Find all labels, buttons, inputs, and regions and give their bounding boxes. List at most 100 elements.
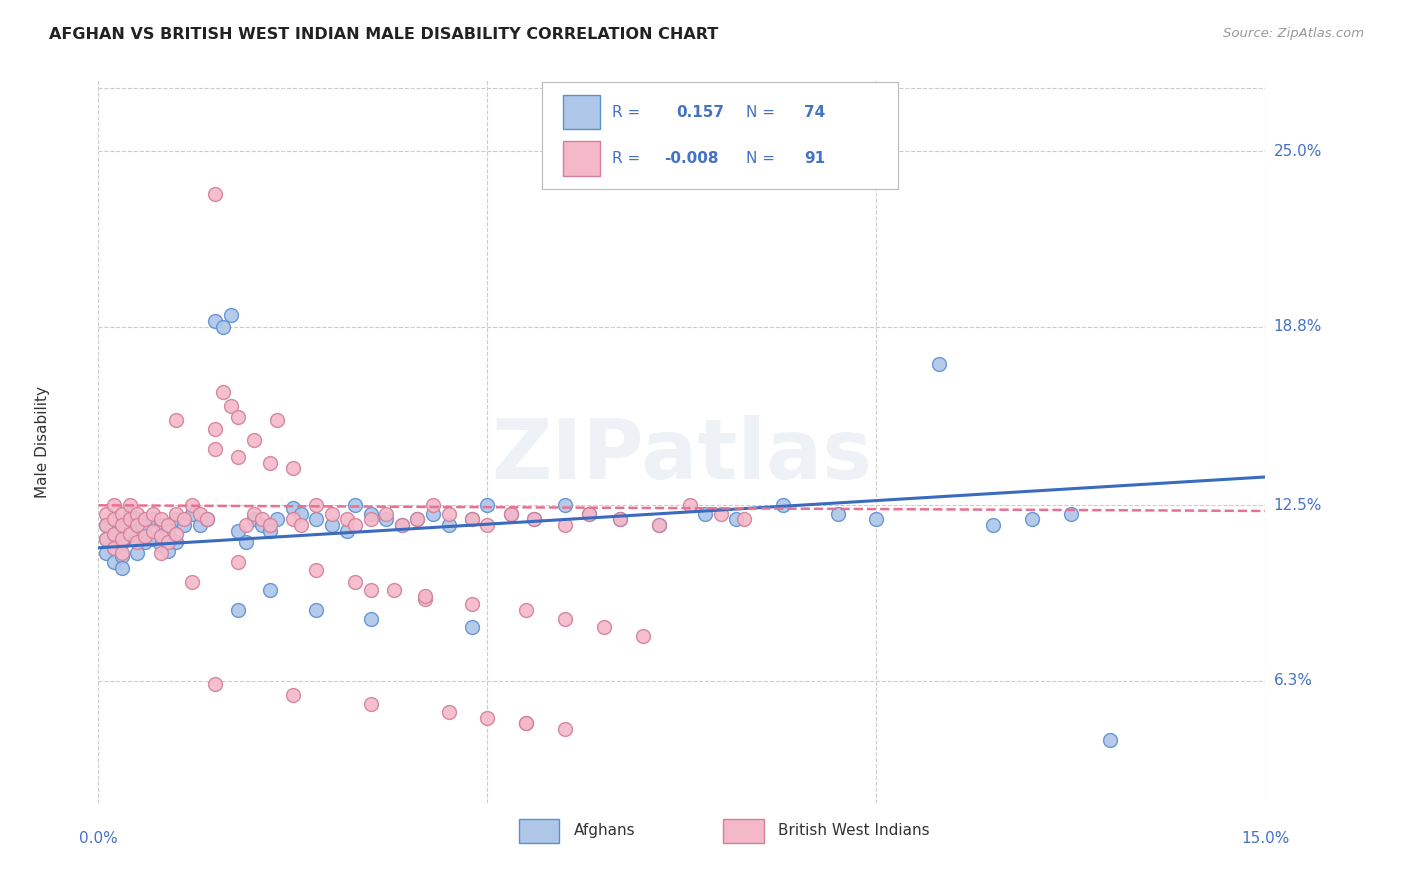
- Point: [157, 524, 180, 538]
- Point: [111, 518, 134, 533]
- Point: [321, 518, 343, 533]
- Point: [375, 507, 398, 521]
- Point: [593, 620, 616, 634]
- Point: [827, 507, 849, 521]
- Point: [259, 456, 281, 470]
- Point: [103, 555, 125, 569]
- Point: [523, 512, 546, 526]
- Point: [134, 535, 156, 549]
- Point: [157, 543, 180, 558]
- Point: [219, 399, 242, 413]
- Point: [96, 518, 118, 533]
- Text: 0.157: 0.157: [676, 104, 724, 120]
- Point: [981, 518, 1004, 533]
- Point: [266, 413, 288, 427]
- Text: Source: ZipAtlas.com: Source: ZipAtlas.com: [1223, 27, 1364, 40]
- Point: [290, 518, 312, 533]
- Text: ZIPatlas: ZIPatlas: [492, 416, 872, 497]
- Text: 0.0%: 0.0%: [79, 830, 118, 846]
- Point: [149, 518, 172, 533]
- Point: [111, 546, 134, 560]
- Text: R =: R =: [612, 151, 645, 166]
- Text: British West Indians: British West Indians: [778, 823, 929, 838]
- Point: [554, 722, 576, 736]
- Point: [118, 498, 141, 512]
- Text: Male Disability: Male Disability: [35, 385, 49, 498]
- Point: [180, 498, 202, 512]
- Text: 74: 74: [804, 104, 825, 120]
- Point: [422, 498, 444, 512]
- Point: [515, 716, 537, 731]
- Point: [554, 518, 576, 533]
- Point: [281, 512, 304, 526]
- Point: [127, 529, 149, 543]
- Point: [437, 507, 460, 521]
- Point: [134, 529, 156, 543]
- Point: [259, 518, 281, 533]
- Point: [195, 512, 218, 526]
- Text: 18.8%: 18.8%: [1274, 319, 1322, 334]
- Point: [406, 512, 429, 526]
- Point: [195, 512, 218, 526]
- Point: [103, 526, 125, 541]
- Point: [142, 507, 165, 521]
- Point: [103, 526, 125, 541]
- Point: [157, 535, 180, 549]
- Point: [578, 507, 600, 521]
- Point: [127, 518, 149, 533]
- Point: [173, 518, 195, 533]
- Point: [103, 541, 125, 555]
- Point: [281, 461, 304, 475]
- Point: [461, 512, 484, 526]
- Point: [235, 518, 257, 533]
- Point: [149, 546, 172, 560]
- Point: [499, 507, 522, 521]
- Point: [344, 518, 367, 533]
- Point: [631, 629, 654, 643]
- Point: [305, 512, 328, 526]
- Point: [204, 677, 226, 691]
- Point: [360, 507, 382, 521]
- Point: [554, 612, 576, 626]
- Point: [515, 603, 537, 617]
- Point: [1098, 733, 1121, 747]
- Point: [188, 507, 211, 521]
- Point: [204, 442, 226, 456]
- Point: [228, 603, 250, 617]
- Point: [111, 507, 134, 521]
- Point: [127, 546, 149, 560]
- Point: [142, 533, 165, 547]
- Point: [111, 535, 134, 549]
- Text: Afghans: Afghans: [574, 823, 636, 838]
- Text: 25.0%: 25.0%: [1274, 144, 1322, 159]
- Point: [127, 507, 149, 521]
- Point: [165, 413, 187, 427]
- Point: [578, 507, 600, 521]
- Point: [228, 555, 250, 569]
- Text: 15.0%: 15.0%: [1241, 830, 1289, 846]
- Point: [609, 512, 631, 526]
- Point: [305, 498, 328, 512]
- Point: [406, 512, 429, 526]
- Point: [461, 512, 484, 526]
- Point: [461, 620, 484, 634]
- Point: [391, 518, 413, 533]
- Text: AFGHAN VS BRITISH WEST INDIAN MALE DISABILITY CORRELATION CHART: AFGHAN VS BRITISH WEST INDIAN MALE DISAB…: [49, 27, 718, 42]
- Point: [204, 314, 226, 328]
- Point: [235, 535, 257, 549]
- Point: [142, 512, 165, 526]
- Point: [149, 538, 172, 552]
- Point: [243, 507, 266, 521]
- Point: [679, 498, 702, 512]
- Point: [228, 410, 250, 425]
- Point: [103, 541, 125, 555]
- Point: [259, 524, 281, 538]
- Point: [515, 716, 537, 731]
- Point: [1021, 512, 1043, 526]
- Point: [188, 518, 211, 533]
- Point: [212, 384, 235, 399]
- Text: 12.5%: 12.5%: [1274, 498, 1322, 513]
- Point: [243, 512, 266, 526]
- Point: [523, 512, 546, 526]
- Point: [204, 186, 226, 201]
